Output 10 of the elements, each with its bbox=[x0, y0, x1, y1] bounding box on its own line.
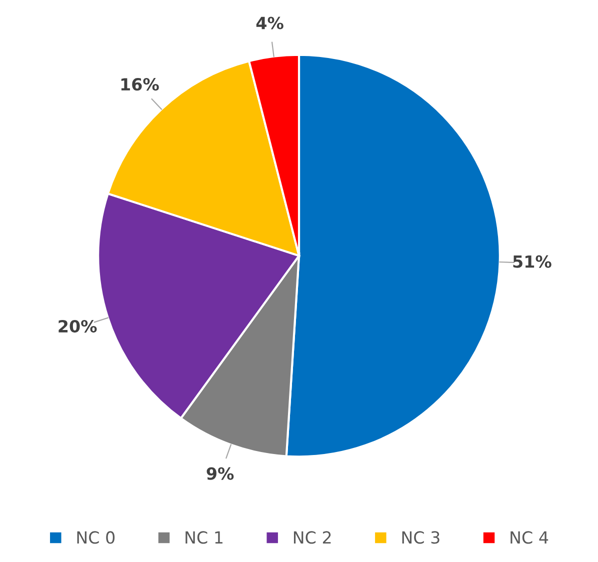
data-label: 9% bbox=[206, 467, 234, 480]
data-label: 16% bbox=[121, 78, 159, 91]
legend-label: NC 0 bbox=[77, 531, 115, 544]
data-label: 51% bbox=[513, 255, 552, 268]
data-label: 4% bbox=[256, 16, 284, 30]
data-label: 20% bbox=[58, 320, 97, 333]
legend-label: NC 4 bbox=[510, 531, 548, 544]
legend-label: NC 1 bbox=[186, 531, 222, 544]
legend-label: NC 2 bbox=[294, 531, 331, 544]
legend-label: NC 3 bbox=[402, 531, 440, 544]
